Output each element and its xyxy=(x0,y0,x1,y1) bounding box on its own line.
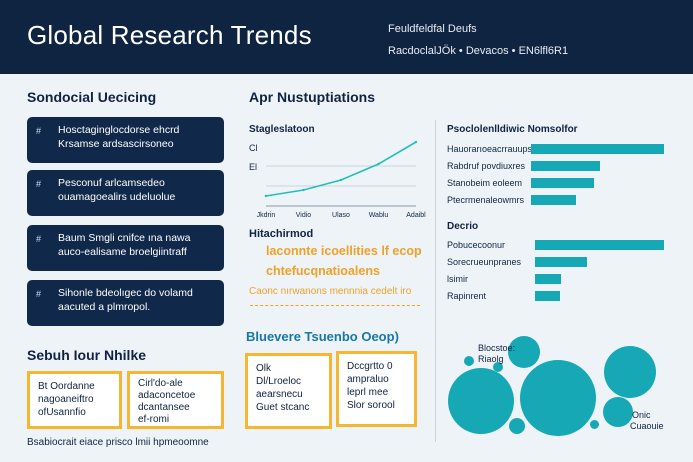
box-line: Dl/Lroeloc xyxy=(256,376,302,387)
data-point xyxy=(377,162,380,166)
bar xyxy=(535,257,587,267)
highlight-box-1: Bt Oordanne nagoaneiftro ofUsannfio xyxy=(27,371,122,429)
bar-label: Rapinrent xyxy=(447,291,487,301)
bar xyxy=(531,144,664,154)
box-line: dcantansee xyxy=(138,402,190,413)
bar-label: Rabdruf povdiuxres xyxy=(447,161,526,171)
insight-card-4: # Sihonle bdeolıgec do volamd aacuted a … xyxy=(27,280,224,326)
box-line: Bt Oordanne xyxy=(38,381,95,392)
chart-grid xyxy=(266,165,416,207)
data-point xyxy=(264,194,268,198)
card-marker: # xyxy=(36,234,42,244)
box-line: ofUsannfio xyxy=(38,407,86,418)
insight-line-2: chtefucqnatioalens xyxy=(266,264,380,278)
bubble xyxy=(493,362,503,372)
x-tick-label: Jkdrin xyxy=(257,212,276,219)
box-line: Guet stcanc xyxy=(256,402,310,413)
left-section-title: Sondocial Uecicing xyxy=(27,89,157,105)
bubble xyxy=(448,368,514,434)
bubble xyxy=(520,360,596,436)
series-line xyxy=(265,141,417,197)
header-subtitle-bottom: RacdoclalJÖk • Devacos • EN6lfl6R1 xyxy=(388,45,569,57)
bubble xyxy=(508,336,540,368)
box-line: ef-romi xyxy=(138,414,170,425)
data-point xyxy=(414,140,418,144)
bar xyxy=(531,195,577,205)
card-marker: # xyxy=(36,179,42,189)
bar-label: Hauorarıoeacrrauups xyxy=(447,144,533,154)
box-line: Olk xyxy=(256,363,271,374)
box-line: Dccgrtto 0 xyxy=(347,361,393,372)
bubble-label: Onic xyxy=(632,410,651,420)
card-line-2: aacuted a plmropol. xyxy=(58,301,151,313)
bar xyxy=(531,178,594,188)
card-line-1: Sihonle bdeolıgec do volamd xyxy=(58,287,193,299)
header-subtitle-top: Feuldfeldfal Deufs xyxy=(388,23,477,35)
bubble-label-sub: Cuaouie xyxy=(630,421,664,431)
bubble-label: Blocstoe: xyxy=(478,343,516,353)
box-line: nagoaneiftro xyxy=(38,394,94,405)
highlight-box-3: Olk Dl/Lroeloc aearsnecu Guet stcanc xyxy=(245,353,332,429)
bar-label: Ptecrmenaleowmrs xyxy=(447,195,525,205)
box-line: Cirl'do-ale xyxy=(138,378,183,389)
box-line: ampraluo xyxy=(347,374,389,385)
card-line-2: Krsamse ardsascirsoneo xyxy=(58,138,174,150)
data-point xyxy=(339,178,343,182)
chart-x-ticks: Jkdrin Vidio Ulaso Wablu Adaibl xyxy=(257,212,427,219)
x-tick-label: Vidio xyxy=(296,212,312,219)
box-line: adaconcetoe xyxy=(138,390,196,401)
card-line-2: ouamagoealirs udeluolue xyxy=(58,191,176,203)
x-tick-label: Ulaso xyxy=(332,212,350,219)
bubble-section-title: Bluevere Tsuenbo Oeop) xyxy=(246,329,399,344)
card-line-1: Baum Smgli cnifce ına nawa xyxy=(58,232,191,244)
x-tick-label: Wablu xyxy=(369,212,389,219)
card-line-1: Pesconuf arlcamsedeo xyxy=(58,177,165,189)
card-line-1: Hosctaginglocdorse ehcrd xyxy=(58,124,180,136)
dashed-divider xyxy=(250,305,420,306)
bubble xyxy=(464,356,474,366)
card-line-2: auco-ealisame broelgiintraff xyxy=(58,246,187,258)
bar xyxy=(535,240,664,250)
box-line: leprl mee xyxy=(347,387,389,398)
bar xyxy=(531,161,601,171)
highlight-box-2: Cirl'do-ale adaconcetoe dcantansee ef-ro… xyxy=(127,371,224,429)
page-title: Global Research Trends xyxy=(27,20,312,50)
insight-card-1: # Hosctaginglocdorse ehcrd Krsamse ardsa… xyxy=(27,117,224,163)
bar-label: lsimir xyxy=(447,274,468,284)
y-tick-label: El xyxy=(249,162,257,172)
bubble xyxy=(590,420,599,429)
highlight-box-4: Dccgrtto 0 ampraluo leprl mee Slor soroo… xyxy=(336,351,417,427)
box-line: aearsnecu xyxy=(256,389,303,400)
bar xyxy=(535,274,561,284)
data-point xyxy=(302,188,305,192)
bar-label: Pobucecoonur xyxy=(447,240,506,250)
box-line: Slor sorool xyxy=(347,400,395,411)
bars-title: Psoclolenlldiwic Nomsolfor xyxy=(447,124,578,135)
bar-label: Stanobeim eoleem xyxy=(447,178,523,188)
footnote: Bsabiocrait eiace prisco lmii hpmeoomne xyxy=(27,437,209,448)
bubble-label-sub: Riaolg xyxy=(478,354,504,364)
card-marker: # xyxy=(36,126,42,136)
y-tick-label: Cl xyxy=(249,143,258,153)
insight-line-1: laconnte icoellities lf ecop xyxy=(266,244,422,258)
bubble xyxy=(509,418,525,434)
bubble xyxy=(603,397,633,427)
insight-title: Hitachirmod xyxy=(249,228,314,240)
column-divider xyxy=(435,120,436,442)
x-tick-label: Adaibl xyxy=(406,212,426,219)
middle-section-title: Apr Nustuptiations xyxy=(249,89,375,105)
header-banner: Global Research Trends Feuldfeldfal Deuf… xyxy=(0,0,693,74)
chart-series xyxy=(264,140,418,198)
insight-small-text: Caonc nırwanons mennnia cedelt iro xyxy=(249,286,412,297)
bar-label: Sorecrueunpranes xyxy=(447,257,522,267)
bar xyxy=(535,291,560,301)
chart-legend-label: Stagleslatoon xyxy=(249,124,315,135)
bubble xyxy=(604,346,656,398)
card-marker: # xyxy=(36,289,42,299)
group2-title: Decrio xyxy=(447,221,479,232)
insight-card-2: # Pesconuf arlcamsedeo ouamagoealirs ude… xyxy=(27,170,224,216)
insight-card-3: # Baum Smgli cnifce ına nawa auco-ealisa… xyxy=(27,225,224,271)
left-bottom-title: Sebuh Iour Nhilke xyxy=(27,347,147,363)
line-chart: Stagleslatoon Cl El Jkdrin Vidio Ulaso Wabl… xyxy=(249,124,427,219)
